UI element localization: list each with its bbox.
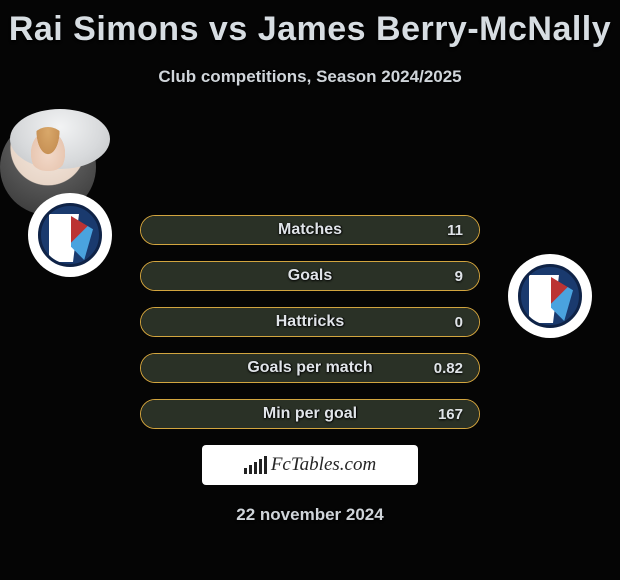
brand-text: FcTables.com (271, 454, 376, 476)
stat-label: Goals (141, 262, 479, 290)
stat-value: 9 (455, 262, 463, 290)
comparison-area: Matches11 Goals9 Hattricks0 Goals per match… (0, 119, 620, 525)
subtitle: Club competitions, Season 2024/2025 (0, 67, 620, 87)
brand-bars-icon (244, 456, 267, 474)
stat-row: Goals per match0.82 (140, 353, 480, 383)
stat-value: 0 (455, 308, 463, 336)
player-left-club-badge (28, 193, 112, 277)
stat-value: 0.82 (434, 354, 463, 382)
stat-label: Matches (141, 216, 479, 244)
stat-row: Hattricks0 (140, 307, 480, 337)
player-right-club-badge (508, 254, 592, 338)
club-badge-icon (38, 203, 102, 267)
date-label: 22 november 2024 (0, 505, 620, 525)
stat-value: 167 (438, 400, 463, 428)
stat-label: Goals per match (141, 354, 479, 382)
stat-row: Matches11 (140, 215, 480, 245)
page-title: Rai Simons vs James Berry-McNally (0, 0, 620, 49)
stat-row: Goals9 (140, 261, 480, 291)
stat-value: 11 (447, 216, 463, 244)
stats-rows: Matches11 Goals9 Hattricks0 Goals per match… (140, 215, 480, 429)
stat-label: Hattricks (141, 308, 479, 336)
brand-box: FcTables.com (202, 445, 418, 485)
stat-label: Min per goal (141, 400, 479, 428)
club-badge-icon (518, 264, 582, 328)
stat-row: Min per goal167 (140, 399, 480, 429)
